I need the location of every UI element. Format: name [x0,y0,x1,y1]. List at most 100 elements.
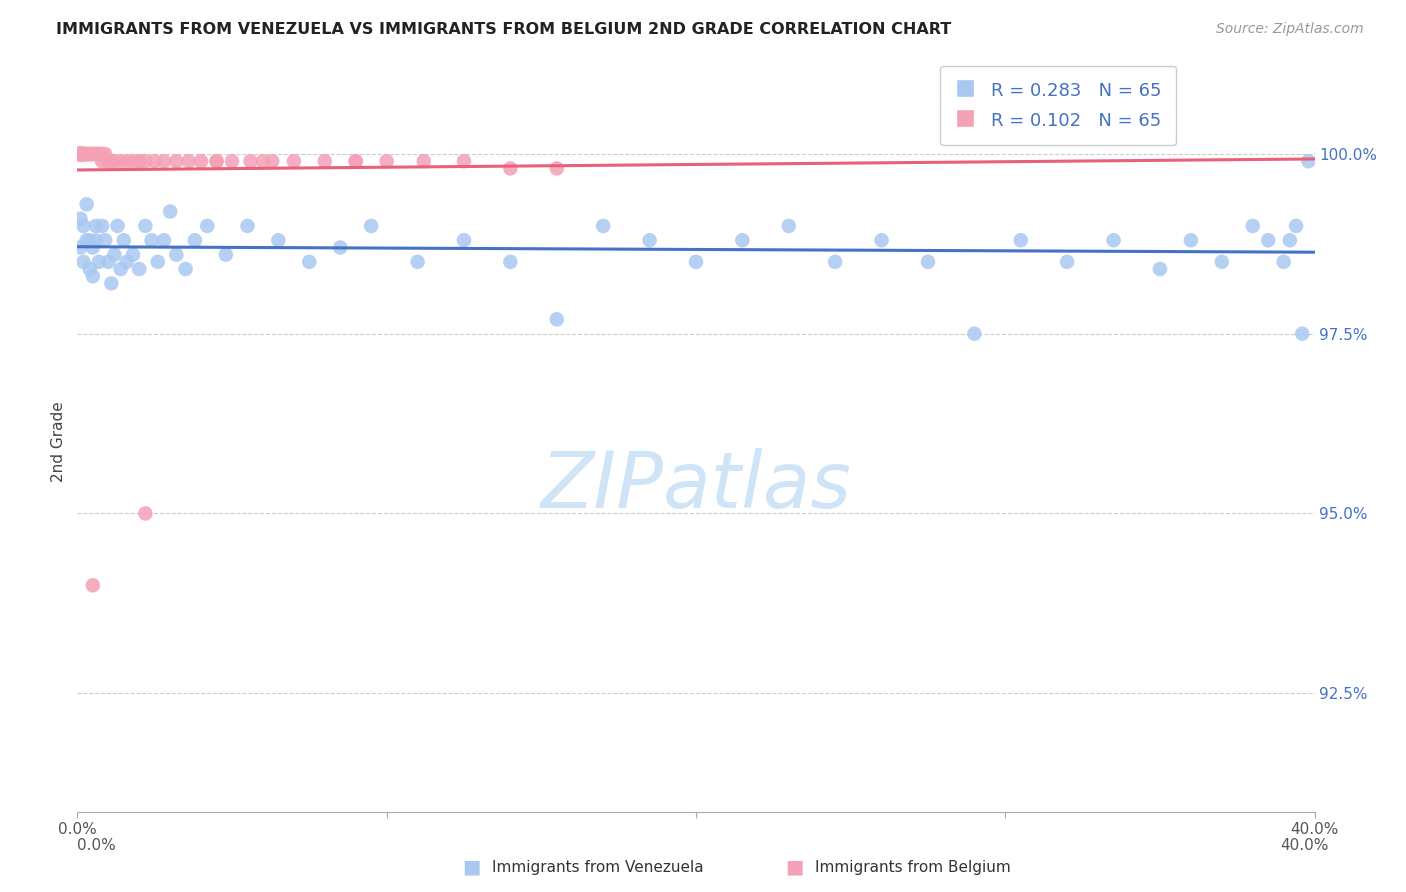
Point [638,233,661,247]
Point [824,255,846,269]
Point [87,147,110,161]
Point [69,147,91,161]
Point [69,147,91,161]
Point [128,262,150,277]
Point [1291,326,1313,341]
Point [184,233,207,247]
Point [69,147,91,161]
Point [685,255,707,269]
Point [963,326,986,341]
Point [70,147,93,161]
Point [82,147,104,161]
Point [103,247,125,261]
Point [1102,233,1125,247]
Point [110,262,132,277]
Point [72,147,94,161]
Point [69,147,91,161]
Point [87,147,110,161]
Point [406,255,429,269]
Text: Immigrants from Belgium: Immigrants from Belgium [815,860,1011,874]
Text: 40.0%: 40.0% [1281,838,1329,853]
Point [79,233,101,247]
Point [94,147,117,161]
Point [1180,233,1202,247]
Point [128,154,150,169]
Point [1285,219,1308,233]
Point [165,154,187,169]
Point [67,147,90,161]
Point [453,154,475,169]
Point [159,204,181,219]
Point [76,147,98,161]
Point [1056,255,1078,269]
Point [128,154,150,169]
Point [778,219,800,233]
Point [82,147,104,161]
Point [344,154,367,169]
Point [546,161,568,176]
Point [215,247,238,261]
Point [107,219,129,233]
Point [499,255,522,269]
Point [84,219,107,233]
Point [262,154,284,169]
Point [1298,154,1320,169]
Point [1272,255,1295,269]
Point [267,233,290,247]
Text: Source: ZipAtlas.com: Source: ZipAtlas.com [1216,22,1364,37]
Point [69,211,91,226]
Point [103,154,125,169]
Point [84,233,107,247]
Point [115,154,138,169]
Text: ■: ■ [785,857,804,877]
Point [72,147,94,161]
Point [146,255,169,269]
Point [70,147,93,161]
Point [76,147,98,161]
Point [84,147,107,161]
Point [141,233,163,247]
Point [546,312,568,326]
Point [329,240,352,254]
Point [499,161,522,176]
Point [69,147,91,161]
Point [122,247,145,261]
Point [412,154,434,169]
Point [143,154,166,169]
Text: IMMIGRANTS FROM VENEZUELA VS IMMIGRANTS FROM BELGIUM 2ND GRADE CORRELATION CHART: IMMIGRANTS FROM VENEZUELA VS IMMIGRANTS … [56,22,952,37]
Point [153,233,176,247]
Point [79,147,101,161]
Point [79,147,101,161]
Point [112,233,135,247]
Point [69,147,91,161]
Point [79,262,101,277]
Point [91,147,114,161]
Point [917,255,939,269]
Point [69,147,91,161]
Point [110,154,132,169]
Y-axis label: 2nd Grade: 2nd Grade [51,401,66,482]
Point [69,147,91,161]
Point [236,219,259,233]
Point [82,269,104,284]
Point [76,197,98,211]
Point [252,154,274,169]
Point [592,219,614,233]
Text: Immigrants from Venezuela: Immigrants from Venezuela [492,860,704,874]
Point [153,154,176,169]
Point [69,147,91,161]
Point [72,255,94,269]
Point [1278,233,1301,247]
Point [1149,262,1171,277]
Point [195,219,218,233]
Point [66,147,89,161]
Point [100,277,122,291]
Point [82,578,104,592]
Point [1211,255,1233,269]
Point [69,147,91,161]
Point [174,262,197,277]
Point [91,154,114,169]
Point [87,255,110,269]
Point [100,154,122,169]
Point [134,154,156,169]
